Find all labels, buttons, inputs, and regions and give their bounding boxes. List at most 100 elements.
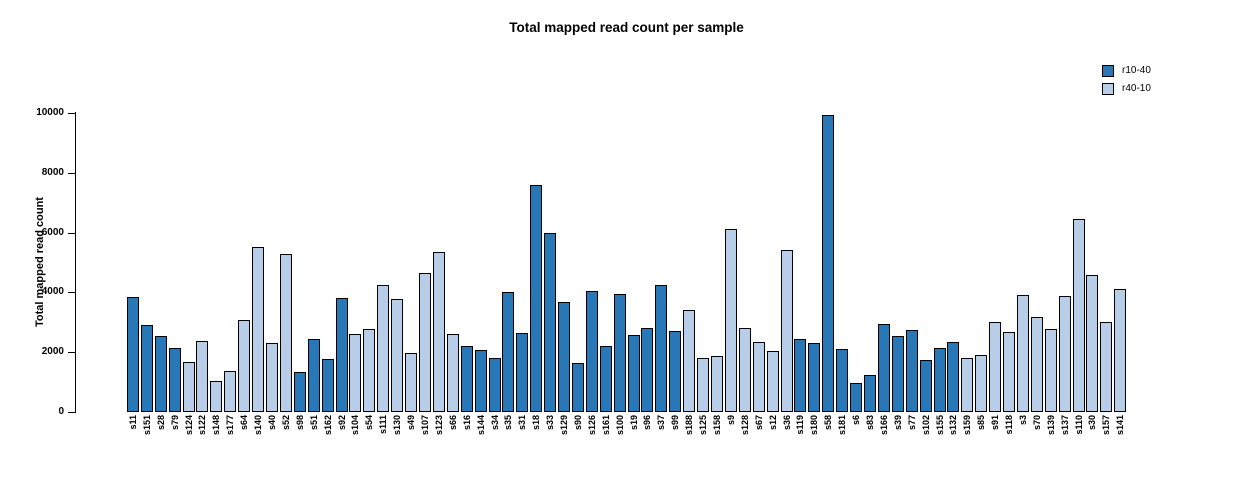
x-label-slot: s19 [627,415,641,471]
x-label-s123: s123 [433,415,444,436]
x-label-slot: s148 [209,415,223,471]
x-label-s188: s188 [684,415,695,436]
legend-item-r40-10: r40-10 [1102,80,1151,98]
x-label-s92: s92 [336,415,347,431]
bar-slot [196,341,210,412]
bar-s18 [530,185,543,412]
x-label-slot: s100 [613,415,627,471]
x-label-slot: s140 [251,415,265,471]
x-label-s158: s158 [712,415,723,436]
bar-slot [557,302,571,412]
y-tick-label: 8000 [41,167,64,178]
x-label-s16: s16 [461,415,472,431]
x-label-slot: s119 [794,415,808,471]
bar-slot [863,375,877,412]
x-label-s40: s40 [267,415,278,431]
bar-s6 [850,383,863,412]
bar-slot [919,360,933,412]
bar-slot [807,343,821,412]
x-label-s102: s102 [920,415,931,436]
x-label-s166: s166 [878,415,889,436]
bar-slot [960,358,974,412]
bar-slot [794,339,808,412]
bar-s12 [766,351,779,412]
x-label-s90: s90 [572,415,583,431]
bar-slot [1016,295,1030,412]
bar-slot [293,372,307,412]
bar-slot [126,297,140,412]
bar-s16 [460,346,473,412]
x-label-slot: s33 [543,415,557,471]
x-label-s155: s155 [934,415,945,436]
x-label-slot: s111 [376,415,390,471]
bar-slot [265,343,279,412]
bar-s141 [1114,289,1127,412]
x-label-s110: s110 [1073,415,1084,435]
x-label-slot: s155 [933,415,947,471]
plot-area [126,113,1127,412]
bar-slot [488,358,502,412]
bar-s129 [558,302,571,412]
x-label-slot: s83 [863,415,877,471]
x-label-slot: s159 [960,415,974,471]
bar-s31 [516,333,529,412]
legend-swatch-r40-10 [1102,83,1114,95]
x-label-slot: s92 [335,415,349,471]
bar-s148 [210,381,223,412]
x-label-slot: s130 [390,415,404,471]
bar-s119 [794,339,807,412]
x-label-slot: s139 [1044,415,1058,471]
x-axis-labels: s11 s151 s28 s79 s124 s122 s148 s177 s64 s140 s40 s… [126,415,1127,471]
x-label-slot: s58 [821,415,835,471]
bar-s166 [877,324,890,412]
x-label-s30: s30 [1087,415,1098,431]
legend-label-r40-10: r40-10 [1122,83,1151,94]
x-label-slot: s107 [418,415,432,471]
bar-s125 [697,358,710,412]
x-label-slot: s12 [766,415,780,471]
x-label-s122: s122 [197,415,208,436]
x-label-s9: s9 [725,415,736,426]
bar-s139 [1044,329,1057,412]
x-label-slot: s31 [515,415,529,471]
x-label-s67: s67 [753,415,764,431]
bar-slot [1099,322,1113,412]
bar-slot [1113,289,1127,412]
bar-s70 [1030,317,1043,412]
x-label-s124: s124 [183,415,194,436]
x-label-s132: s132 [948,415,959,436]
x-label-s177: s177 [225,415,236,436]
bar-slot [140,325,154,412]
x-label-slot: s125 [696,415,710,471]
x-label-s34: s34 [489,415,500,431]
bar-s99 [669,331,682,412]
x-label-slot: s122 [196,415,210,471]
x-label-slot: s77 [905,415,919,471]
x-label-slot: s128 [738,415,752,471]
bar-s161 [599,346,612,412]
y-tick-label: 2000 [41,346,64,357]
bar-slot [724,229,738,412]
x-label-s18: s18 [531,415,542,431]
bar-slot [849,383,863,412]
x-label-s126: s126 [586,415,597,436]
bar-s180 [808,343,821,412]
x-label-slot: s124 [182,415,196,471]
x-label-slot: s40 [265,415,279,471]
bar-slot [877,324,891,412]
x-label-s125: s125 [698,415,709,436]
legend-item-r10-40: r10-40 [1102,62,1151,80]
bar-s159 [961,358,974,412]
bar-slot [362,329,376,412]
y-tick-mark [68,292,75,293]
bar-s19 [627,335,640,412]
x-label-s49: s49 [406,415,417,431]
x-label-slot: s28 [154,415,168,471]
y-tick-mark [68,352,75,353]
x-label-slot: s37 [654,415,668,471]
bar-slot [515,333,529,412]
x-label-s11: s11 [127,415,138,430]
bar-s90 [571,363,584,412]
bar-slot [696,358,710,412]
x-label-s111: s111 [378,415,389,435]
